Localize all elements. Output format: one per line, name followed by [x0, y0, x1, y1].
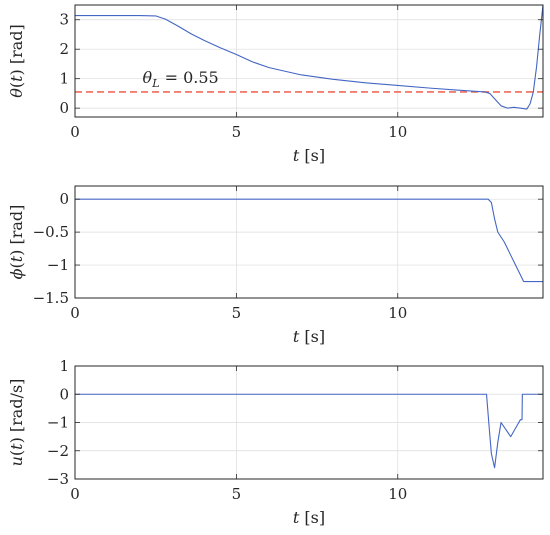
series-line-1	[75, 198, 543, 283]
y-tick-label: 3	[59, 11, 69, 29]
x-tick-label: 10	[388, 123, 407, 141]
y-tick-label: −1	[47, 256, 69, 274]
panel-1: θL = 0.55 0 5 10 0 1 2 3 t [s] θ(t) [rad]	[7, 4, 544, 165]
x-axis-label: t [s]	[293, 146, 325, 165]
y-tick-label: −1	[47, 414, 69, 432]
x-tick-label: 10	[388, 485, 407, 503]
axes-frame	[74, 4, 544, 118]
panel-2: 0 5 10 0 −0.5 −1 −1.5 t [s] ϕ(t) [rad]	[7, 185, 544, 346]
y-axis-label: θ(t) [rad]	[7, 24, 26, 98]
x-axis-label: t [s]	[293, 327, 325, 346]
y-tick-label: 1	[59, 357, 69, 375]
x-tick-label: 0	[70, 123, 80, 141]
x-tick-label: 5	[232, 123, 242, 141]
series-line-1	[75, 5, 543, 110]
y-tick-label: 2	[59, 40, 69, 58]
y-axis-label: ϕ(t) [rad]	[7, 205, 26, 280]
y-axis-label: u(t) [rad/s]	[7, 379, 26, 467]
threshold-label: θL = 0.55	[143, 68, 219, 90]
y-tick-label: 0	[59, 385, 69, 403]
x-axis-label: t [s]	[293, 508, 325, 527]
x-tick-label: 5	[232, 304, 242, 322]
y-tick-label: −3	[47, 470, 69, 488]
y-tick-label: −0.5	[33, 223, 69, 241]
x-tick-label: 0	[70, 485, 80, 503]
axes-frame	[74, 185, 544, 299]
x-tick-label: 0	[70, 304, 80, 322]
y-tick-label: 1	[59, 70, 69, 88]
y-tick-label: 0	[59, 190, 69, 208]
x-tick-label: 5	[232, 485, 242, 503]
y-tick-label: −1.5	[33, 289, 69, 307]
series-line-1	[75, 393, 543, 469]
y-tick-label: 0	[59, 99, 69, 117]
x-tick-label: 10	[388, 304, 407, 322]
y-tick-label: −2	[47, 442, 69, 460]
